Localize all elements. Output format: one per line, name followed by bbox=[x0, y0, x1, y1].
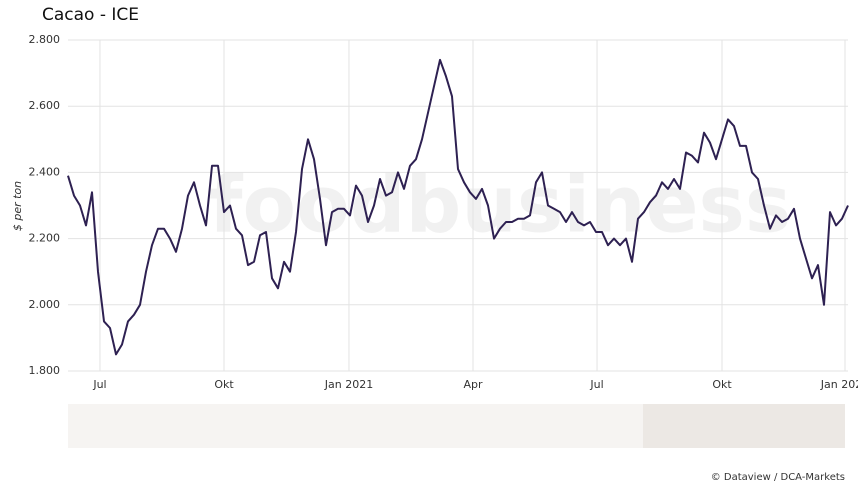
navigator-window[interactable] bbox=[643, 404, 845, 448]
y-tick-label: 2.400 bbox=[29, 165, 61, 178]
x-tick-label: Jan 2021 bbox=[324, 378, 373, 391]
y-tick-label: 2.800 bbox=[29, 33, 61, 46]
x-tick-label: Jul bbox=[589, 378, 603, 391]
x-tick-label: Apr bbox=[463, 378, 483, 391]
x-tick-label: Okt bbox=[214, 378, 234, 391]
price-line bbox=[67, 58, 849, 356]
x-tick-label: Okt bbox=[712, 378, 732, 391]
credit: © Dataview / DCA-Markets bbox=[711, 472, 845, 483]
watermark: foodbusiness bbox=[209, 160, 792, 250]
y-tick-label: 2.200 bbox=[29, 232, 61, 245]
y-tick-label: 2.000 bbox=[29, 298, 61, 311]
y-tick-label: 1.800 bbox=[29, 364, 61, 377]
y-tick-label: 2.600 bbox=[29, 99, 61, 112]
x-tick-label: Jan 2022 bbox=[820, 378, 858, 391]
chart-title: Cacao - ICE bbox=[42, 5, 139, 25]
y-axis-label: $ per ton bbox=[11, 181, 24, 231]
x-tick-label: Jul bbox=[92, 378, 106, 391]
